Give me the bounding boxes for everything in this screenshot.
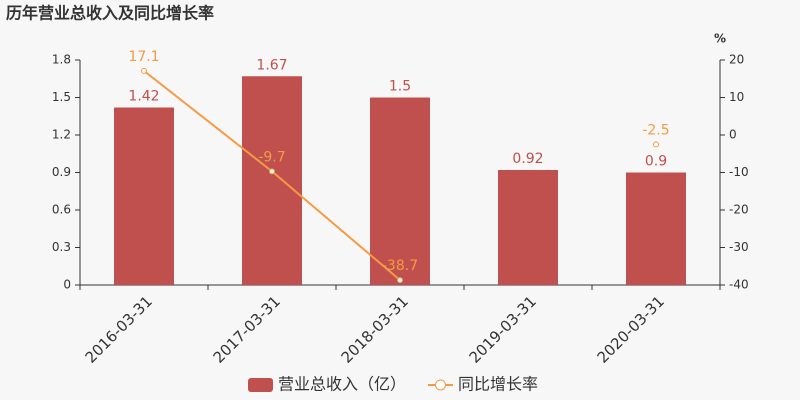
y-tick-label: 1.5 (52, 90, 71, 104)
legend-swatch (248, 378, 273, 392)
bar-value-label: 0.92 (512, 151, 543, 167)
legend-label: 同比增长率 (458, 375, 538, 394)
y-tick-label: 0 (63, 278, 71, 292)
legend-swatch (435, 379, 447, 391)
bar-value-label: 1.42 (128, 89, 159, 105)
y-tick-label: 1.8 (52, 53, 71, 67)
bar (242, 76, 302, 285)
y-tick-label: 0.9 (52, 165, 71, 179)
y2-tick-label: -20 (729, 203, 749, 217)
y2-tick-label: 20 (729, 53, 744, 67)
y2-tick-label: 10 (729, 90, 744, 104)
line-value-label: -38.7 (382, 258, 418, 274)
bar (626, 172, 686, 285)
y2-tick-label: -10 (729, 165, 749, 179)
y2-tick-label: -40 (729, 278, 749, 292)
line-value-label: 17.1 (128, 49, 159, 65)
line-value-label: -2.5 (642, 122, 669, 138)
line-point (653, 141, 659, 148)
line-value-label: -9.7 (258, 149, 285, 165)
y-tick-label: 0.6 (52, 203, 71, 217)
line-point (141, 67, 147, 74)
y-tick-label: 1.2 (52, 128, 71, 142)
bar (370, 97, 430, 285)
bar-value-label: 0.9 (645, 154, 667, 170)
y2-tick-label: -30 (729, 240, 749, 254)
bar (114, 107, 174, 285)
legend-label: 营业总收入（亿） (278, 375, 406, 394)
bar-value-label: 1.5 (389, 79, 411, 95)
y2-tick-label: 0 (729, 128, 737, 142)
bar-value-label: 1.67 (256, 57, 287, 73)
chart-title: 历年营业总收入及同比增长率 (6, 4, 214, 23)
bar (498, 170, 558, 285)
line-point (397, 277, 403, 284)
y-tick-label: 0.3 (52, 240, 71, 254)
line-point (269, 168, 275, 175)
y2-axis-label: % (714, 32, 726, 46)
